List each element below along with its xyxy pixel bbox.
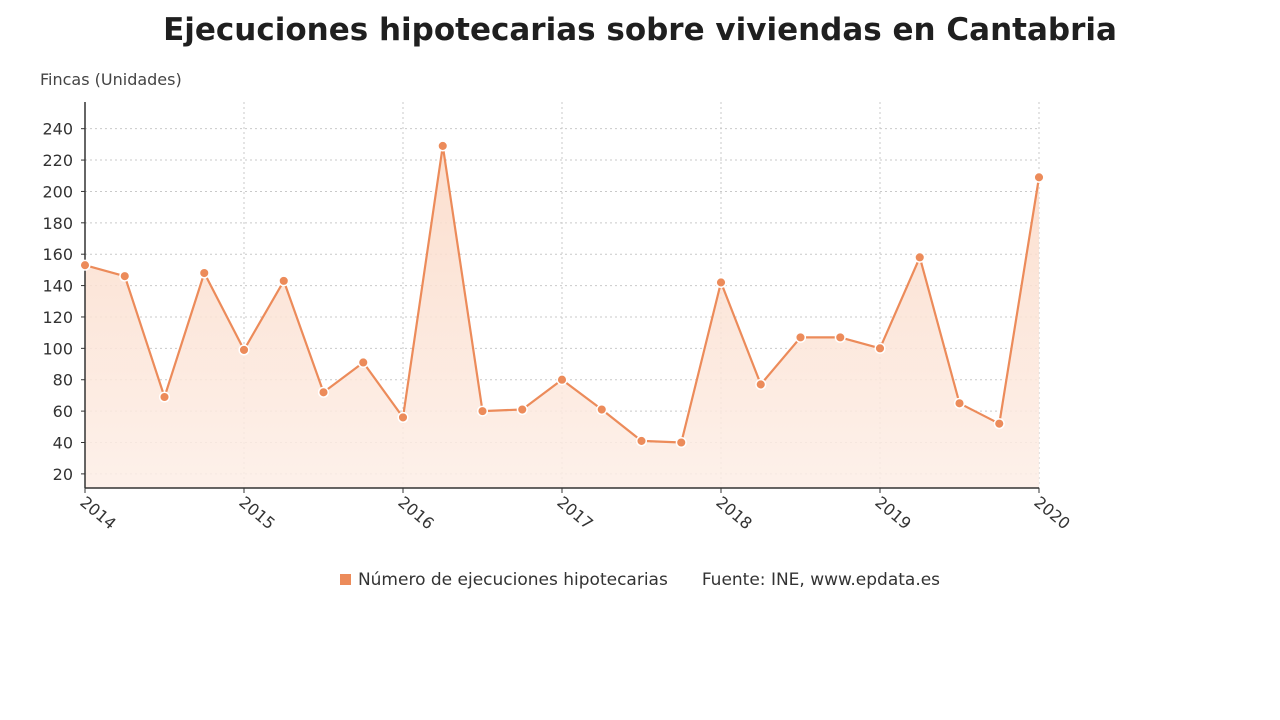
source-note: Fuente: INE, www.epdata.es [701, 570, 941, 590]
y-axis-label: Fincas (Unidades) [40, 70, 182, 89]
y-tick-label: 20 [53, 465, 73, 484]
data-point [278, 275, 290, 287]
legend-swatch [339, 574, 351, 585]
x-tick-label: 2016 [394, 493, 437, 534]
x-tick-labels: 2014 2015 2016 2017 2018 2019 2020 [76, 493, 1073, 534]
data-point [794, 331, 807, 343]
x-tick-label: 2014 [76, 493, 119, 534]
series-area [85, 145, 1039, 488]
data-point [953, 397, 966, 409]
data-point [516, 403, 528, 416]
data-point [993, 418, 1005, 430]
data-point [437, 140, 449, 152]
data-point [755, 378, 767, 390]
y-tick-label: 140 [42, 277, 73, 296]
data-point [675, 436, 687, 449]
data-point [397, 411, 409, 423]
data-point [119, 270, 131, 282]
x-tick-label: 2019 [871, 493, 914, 534]
axes [81, 102, 1040, 493]
y-tick-label: 40 [53, 433, 73, 452]
data-point [317, 386, 330, 398]
y-tick-label: 120 [42, 308, 73, 327]
data-point [158, 391, 171, 403]
y-tick-label: 80 [53, 371, 73, 390]
data-point [198, 267, 210, 279]
data-point [596, 403, 608, 416]
data-point [914, 251, 926, 263]
legend: Número de ejecuciones hipotecarias Fuente… [0, 570, 1280, 590]
y-tick-label: 100 [42, 339, 73, 358]
y-tick-labels: 20 40 60 80 100 120 140 160 180 200 220 240 [42, 120, 73, 484]
x-tick-label: 2015 [235, 493, 278, 534]
y-tick-label: 180 [42, 214, 73, 233]
data-point [874, 342, 886, 354]
legend-series-name: Número de ejecuciones hipotecarias [357, 570, 668, 590]
y-tick-label: 240 [42, 120, 73, 139]
data-point [715, 276, 727, 288]
data-point [476, 405, 489, 417]
y-tick-label: 60 [53, 402, 73, 421]
y-tick-label: 160 [42, 245, 73, 264]
data-point [357, 356, 369, 369]
x-tick-label: 2017 [553, 493, 596, 534]
y-tick-label: 220 [42, 151, 73, 170]
series-points [79, 140, 1045, 449]
x-tick-label: 2018 [712, 493, 755, 534]
data-point [635, 435, 648, 447]
data-point [556, 374, 568, 386]
data-point [238, 344, 250, 356]
x-tick-label: 2020 [1030, 493, 1073, 534]
data-point [79, 259, 91, 271]
y-tick-label: 200 [42, 182, 73, 201]
data-point [834, 331, 846, 343]
chart-title: Ejecuciones hipotecarias sobre viviendas… [163, 12, 1117, 48]
data-point [1033, 171, 1045, 183]
